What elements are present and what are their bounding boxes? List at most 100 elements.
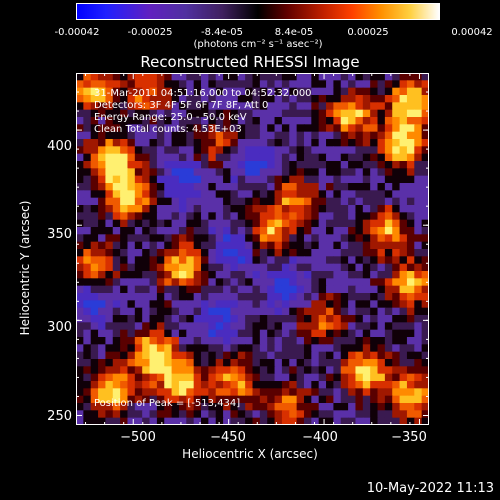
heatmap-cell — [289, 307, 298, 316]
heatmap-cell — [237, 227, 246, 235]
heatmap-cell — [171, 95, 180, 103]
heatmap-cell — [215, 366, 224, 375]
heatmap-cell — [98, 256, 107, 265]
heatmap-cell — [223, 131, 232, 140]
heatmap-cell — [414, 403, 423, 411]
heatmap-cell — [112, 344, 121, 353]
heatmap-cell — [178, 95, 187, 103]
heatmap-cell — [120, 117, 129, 125]
heatmap-cell — [303, 373, 312, 382]
heatmap-cell — [230, 329, 239, 338]
heatmap-cell — [142, 285, 151, 294]
heatmap-cell — [414, 417, 423, 425]
heatmap-cell — [406, 102, 415, 111]
heatmap-cell — [127, 403, 136, 411]
heatmap-cell — [208, 190, 217, 199]
heatmap-cell — [303, 219, 312, 228]
heatmap-cell — [98, 80, 107, 89]
heatmap-cell — [164, 190, 173, 199]
heatmap-cell — [156, 315, 165, 323]
heatmap-cell — [98, 300, 107, 309]
heatmap-cell — [149, 351, 158, 360]
heatmap-cell — [237, 381, 246, 389]
heatmap-cell — [318, 124, 327, 133]
heatmap-cell — [112, 190, 121, 199]
heatmap-cell — [399, 241, 408, 250]
heatmap-cell — [333, 329, 342, 338]
heatmap-cell — [90, 205, 99, 213]
heatmap-cell — [149, 329, 158, 338]
heatmap-cell — [355, 190, 364, 199]
heatmap-cell — [370, 241, 379, 250]
heatmap-cell — [178, 256, 187, 265]
heatmap-cell — [223, 417, 232, 425]
heatmap-cell — [208, 87, 217, 96]
heatmap-cell — [105, 175, 114, 184]
heatmap-cell — [303, 87, 312, 96]
heatmap-cell — [296, 403, 305, 411]
heatmap-cell — [406, 307, 415, 316]
heatmap-cell — [208, 102, 217, 111]
heatmap-cell — [333, 381, 342, 389]
heatmap-cell — [399, 359, 408, 367]
heatmap-cell — [134, 344, 143, 353]
heatmap-cell — [296, 337, 305, 345]
heatmap-cell — [90, 395, 99, 404]
heatmap-cell — [289, 351, 298, 360]
heatmap-cell — [289, 124, 298, 133]
heatmap-cell — [134, 417, 143, 425]
heatmap-cell — [421, 322, 429, 331]
heatmap-cell — [193, 153, 202, 162]
heatmap-cell — [252, 153, 261, 162]
heatmap-cell — [311, 307, 320, 316]
heatmap-cell — [274, 95, 283, 103]
heatmap-cell — [171, 256, 180, 265]
heatmap-cell — [215, 373, 224, 382]
heatmap-cell — [318, 197, 327, 206]
heatmap-cell — [281, 117, 290, 125]
heatmap-cell — [333, 241, 342, 250]
heatmap-cell — [120, 300, 129, 309]
heatmap-cell — [245, 109, 254, 118]
colorbar-tick-label: -0.00042 — [54, 27, 100, 38]
heatmap-cell — [76, 395, 84, 404]
heatmap-cell — [318, 168, 327, 177]
heatmap-cell — [252, 285, 261, 294]
heatmap-cell — [392, 329, 401, 338]
heatmap-cell — [362, 117, 371, 125]
heatmap-cell — [399, 95, 408, 103]
heatmap-cell — [76, 315, 84, 323]
heatmap-cell — [120, 234, 129, 243]
heatmap-cell — [311, 403, 320, 411]
heatmap-cell — [90, 307, 99, 316]
heatmap-cell — [362, 139, 371, 147]
heatmap-cell — [149, 256, 158, 265]
heatmap-cell — [370, 168, 379, 177]
heatmap-cell — [406, 95, 415, 103]
heatmap-cell — [392, 80, 401, 89]
heatmap-cell — [156, 205, 165, 213]
heatmap-cell — [193, 381, 202, 389]
heatmap-cell — [296, 80, 305, 89]
heatmap-cell — [134, 95, 143, 103]
heatmap-cell — [156, 278, 165, 287]
heatmap-cell — [171, 131, 180, 140]
heatmap-cell — [215, 234, 224, 243]
heatmap-cell — [98, 183, 107, 191]
heatmap-cell — [208, 227, 217, 235]
heatmap-cell — [230, 307, 239, 316]
heatmap-cell — [318, 373, 327, 382]
heatmap-cell — [156, 300, 165, 309]
heatmap-cell — [318, 337, 327, 345]
heatmap-cell — [142, 359, 151, 367]
heatmap-cell — [303, 395, 312, 404]
heatmap-cell — [98, 197, 107, 206]
heatmap-cell — [120, 73, 129, 81]
heatmap-cell — [230, 205, 239, 213]
heatmap-cell — [289, 87, 298, 96]
heatmap-cell — [370, 293, 379, 301]
heatmap-cell — [384, 212, 393, 221]
heatmap-cell — [414, 351, 423, 360]
x-tick-label: −450 — [210, 430, 246, 445]
heatmap-cell — [392, 73, 401, 81]
